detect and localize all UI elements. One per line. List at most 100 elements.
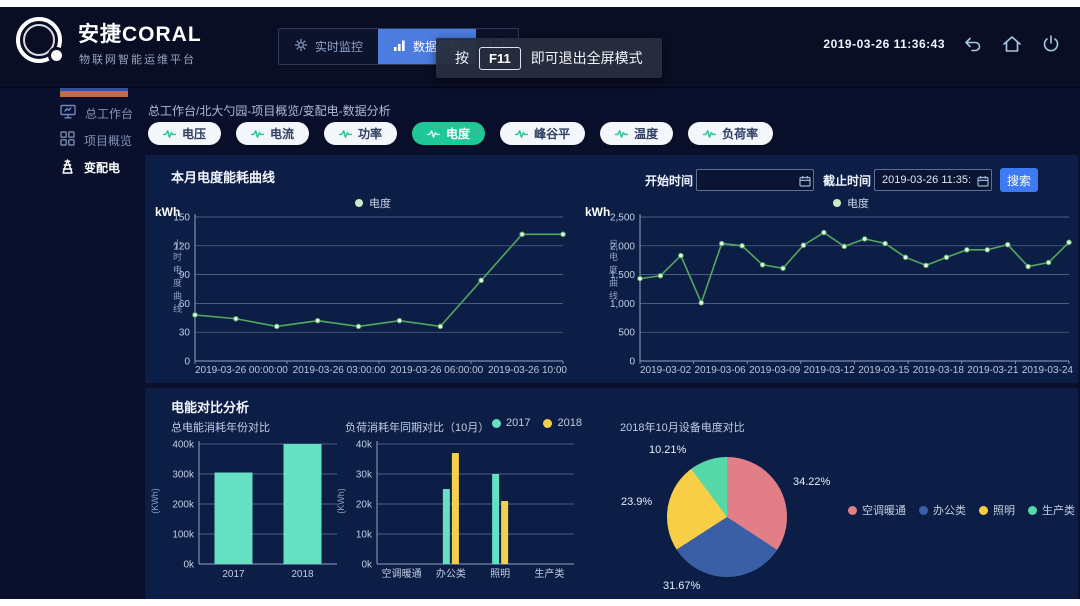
dashboard-app: 安捷CORAL 物联网智能运维平台 实时监控 数据分析 [0, 7, 1080, 599]
x-tick-label: 2019-03-26 00:00:00 [195, 365, 288, 376]
svg-text:20k: 20k [356, 500, 373, 511]
power-tower-icon [60, 158, 75, 177]
hourly-x-axis-labels: 2019-03-26 00:00:00 2019-03-26 03:00:00 20… [195, 365, 567, 376]
hourly-chart-legend[interactable]: 电度 [355, 195, 391, 211]
nav-item-realtime-monitor[interactable]: 实时监控 [279, 29, 378, 64]
tab-peak-valley[interactable]: 峰谷平 [500, 122, 586, 145]
daily-chart-legend[interactable]: 电度 [833, 195, 869, 211]
tab-load-rate[interactable]: 负荷率 [688, 122, 774, 145]
sidebar-item-workbench[interactable]: 总工作台 [60, 104, 134, 121]
legend-item[interactable]: 照明 [979, 502, 1015, 518]
gear-icon [294, 38, 308, 55]
svg-text:0k: 0k [183, 560, 195, 571]
legend-dot [848, 505, 857, 515]
legend-item[interactable]: 生产类 [1028, 502, 1075, 518]
home-icon[interactable] [1001, 33, 1023, 55]
search-button[interactable]: 搜索 [1000, 168, 1038, 192]
sidebar-accent-bar [60, 88, 128, 97]
legend-dot [1028, 505, 1037, 515]
daily-unit-label: kWh [585, 205, 611, 219]
svg-text:10k: 10k [356, 530, 373, 541]
svg-text:400k: 400k [172, 440, 195, 451]
legend-item[interactable]: 2018 [543, 417, 582, 429]
x-tick-label: 2019-03-12 [803, 365, 855, 376]
end-time-input[interactable] [874, 169, 992, 191]
load-chart-legend: 2017 2018 [492, 417, 582, 429]
x-tick-label: 2019-03-26 06:00:00 [390, 365, 484, 376]
x-tick-label: 2019-03-26 03:00:00 [292, 365, 386, 376]
svg-text:100k: 100k [172, 530, 195, 541]
brand-subtitle: 物联网智能运维平台 [79, 54, 196, 66]
hourly-chart-title: 本月电度能耗曲线 [171, 170, 276, 185]
start-time-input[interactable] [696, 169, 814, 191]
legend-label: 电度 [847, 198, 869, 210]
svg-text:1,500: 1,500 [610, 270, 635, 281]
x-tick-label: 2019-03-24 [1021, 365, 1073, 376]
tab-power[interactable]: 功率 [324, 122, 398, 145]
legend-label: 2018 [557, 417, 582, 429]
header-datetime: 2019-03-26 11:36:43 [823, 37, 945, 51]
tab-label: 温度 [634, 127, 659, 141]
daily-line-chart: 0 500 1,000 1,500 2,000 2,500 [610, 213, 1072, 368]
svg-text:0: 0 [629, 357, 635, 368]
line-charts-panel: 本月电度能耗曲线 电度 kWh 小时电度曲线 0 30 60 90 120 150 201… [145, 155, 1078, 383]
x-tick-label: 2019-03-26 10:00 [488, 365, 567, 376]
pie-percent-label: 31.67% [663, 580, 701, 592]
svg-text:200k: 200k [172, 500, 195, 511]
sidebar-item-label: 项目概览 [84, 133, 133, 148]
power-icon[interactable] [1040, 33, 1062, 55]
tab-label: 电压 [182, 127, 207, 141]
tab-temperature[interactable]: 温度 [600, 122, 674, 145]
tooltip-prefix: 按 [455, 50, 469, 66]
svg-text:60: 60 [179, 299, 191, 310]
svg-text:1,000: 1,000 [610, 299, 635, 310]
legend-item[interactable]: 空调暖通 [848, 502, 906, 518]
tab-label: 功率 [358, 127, 383, 141]
back-icon[interactable] [962, 33, 984, 55]
legend-label: 办公类 [933, 505, 966, 517]
calendar-icon[interactable] [799, 174, 811, 187]
svg-text:500: 500 [618, 328, 635, 339]
x-tick-label: 2019-03-06 [694, 365, 746, 376]
sidebar-item-power-distribution[interactable]: 变配电 [60, 158, 133, 177]
metric-tabs: 电压 电流 功率 电度 峰谷平 温度 负荷率 [148, 122, 774, 145]
legend-dot [492, 418, 501, 428]
comparison-panel: 电能对比分析 总电能消耗年份对比 (KWh) 0k 100k 200k 300k 400… [145, 388, 1078, 599]
legend-item[interactable]: 办公类 [919, 502, 966, 518]
tab-label: 负荷率 [722, 127, 759, 141]
tab-current[interactable]: 电流 [236, 122, 310, 145]
pie-chart-title: 2018年10月设备电度对比 [620, 422, 745, 434]
tab-voltage[interactable]: 电压 [148, 122, 222, 145]
end-time-label: 截止时间 [823, 174, 872, 188]
legend-label: 电度 [369, 198, 391, 210]
breadcrumb: 总工作台/北大勺园-项目概览/变配电-数据分析 [148, 104, 391, 118]
yearly-chart-title: 总电能消耗年份对比 [171, 422, 270, 434]
load-bar-chart: 0k 10k 20k 30k 40k 空调暖通 办公类 照明 生产类 [356, 440, 574, 580]
bar-chart-icon [393, 39, 406, 55]
yearly-y-axis-name: (KWh) [150, 488, 160, 514]
brand-logo [16, 17, 62, 63]
svg-text:300k: 300k [172, 470, 195, 481]
calendar-icon[interactable] [977, 174, 989, 187]
legend-dot [979, 505, 988, 515]
tab-label: 电流 [270, 127, 295, 141]
svg-text:90: 90 [179, 270, 191, 281]
svg-text:照明: 照明 [490, 568, 510, 580]
legend-label: 空调暖通 [862, 505, 906, 517]
grid-icon [60, 131, 75, 149]
svg-text:2018: 2018 [291, 569, 314, 580]
x-tick-label: 2019-03-15 [858, 365, 910, 376]
legend-item[interactable]: 2017 [492, 417, 530, 429]
brand-title: 安捷CORAL [78, 23, 202, 46]
sidebar-item-project-overview[interactable]: 项目概览 [60, 131, 133, 149]
tab-energy[interactable]: 电度 [412, 122, 486, 145]
legend-dot [833, 199, 841, 207]
pie-percent-label: 10.21% [649, 444, 687, 456]
x-tick-label: 2019-03-02 [640, 365, 692, 376]
legend-label: 生产类 [1042, 505, 1075, 517]
hourly-line-chart: 0 30 60 90 120 150 [173, 213, 566, 367]
header-right: 2019-03-26 11:36:43 [823, 33, 1062, 55]
sidebar-item-label: 总工作台 [85, 106, 134, 121]
svg-text:30: 30 [179, 328, 191, 339]
